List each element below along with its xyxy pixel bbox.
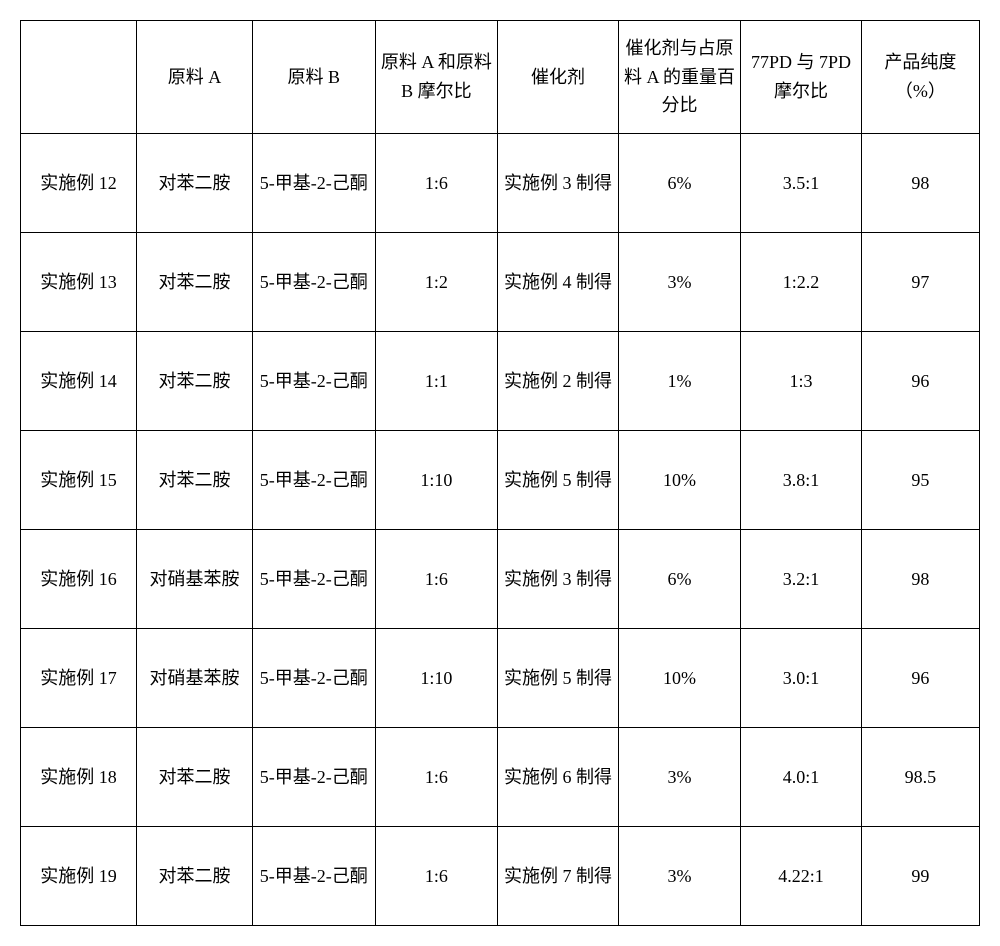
table-cell: 4.22:1: [741, 827, 861, 926]
table-cell: 1:2: [375, 233, 498, 332]
table-cell: 1:6: [375, 827, 498, 926]
table-cell: 97: [861, 233, 979, 332]
col-header-raw-b: 原料 B: [252, 21, 375, 134]
table-row: 实施例 17对硝基苯胺5-甲基-2-己酮1:10实施例 5 制得10%3.0:1…: [21, 629, 980, 728]
table-cell: 实施例 6 制得: [498, 728, 618, 827]
col-header-77pd-ratio: 77PD 与 7PD 摩尔比: [741, 21, 861, 134]
experiment-table: 原料 A 原料 B 原料 A 和原料 B 摩尔比 催化剂 催化剂与占原料 A 的…: [20, 20, 980, 926]
table-cell: 1%: [618, 332, 741, 431]
table-header-row: 原料 A 原料 B 原料 A 和原料 B 摩尔比 催化剂 催化剂与占原料 A 的…: [21, 21, 980, 134]
table-cell: 5-甲基-2-己酮: [252, 827, 375, 926]
table-cell: 实施例 12: [21, 134, 137, 233]
table-cell: 实施例 17: [21, 629, 137, 728]
col-header-molar-ratio: 原料 A 和原料 B 摩尔比: [375, 21, 498, 134]
table-cell: 1:1: [375, 332, 498, 431]
table-cell: 1:10: [375, 431, 498, 530]
table-cell: 5-甲基-2-己酮: [252, 629, 375, 728]
table-cell: 5-甲基-2-己酮: [252, 431, 375, 530]
table-cell: 96: [861, 332, 979, 431]
table-cell: 对苯二胺: [136, 728, 252, 827]
table-cell: 1:3: [741, 332, 861, 431]
table-cell: 10%: [618, 629, 741, 728]
table-cell: 10%: [618, 431, 741, 530]
col-header-blank: [21, 21, 137, 134]
table-cell: 4.0:1: [741, 728, 861, 827]
col-header-catalyst: 催化剂: [498, 21, 618, 134]
table-cell: 98: [861, 530, 979, 629]
table-cell: 3.2:1: [741, 530, 861, 629]
table-cell: 5-甲基-2-己酮: [252, 233, 375, 332]
table-cell: 实施例 14: [21, 332, 137, 431]
table-row: 实施例 14对苯二胺5-甲基-2-己酮1:1实施例 2 制得1%1:396: [21, 332, 980, 431]
table-cell: 1:6: [375, 134, 498, 233]
table-cell: 实施例 2 制得: [498, 332, 618, 431]
table-body: 实施例 12对苯二胺5-甲基-2-己酮1:6实施例 3 制得6%3.5:198实…: [21, 134, 980, 926]
table-cell: 实施例 16: [21, 530, 137, 629]
table-cell: 实施例 13: [21, 233, 137, 332]
table-cell: 5-甲基-2-己酮: [252, 728, 375, 827]
table-cell: 5-甲基-2-己酮: [252, 332, 375, 431]
table-cell: 实施例 7 制得: [498, 827, 618, 926]
table-cell: 95: [861, 431, 979, 530]
table-row: 实施例 16对硝基苯胺5-甲基-2-己酮1:6实施例 3 制得6%3.2:198: [21, 530, 980, 629]
table-cell: 对苯二胺: [136, 233, 252, 332]
table-cell: 1:6: [375, 728, 498, 827]
table-cell: 3.5:1: [741, 134, 861, 233]
table-cell: 3%: [618, 233, 741, 332]
table-row: 实施例 15对苯二胺5-甲基-2-己酮1:10实施例 5 制得10%3.8:19…: [21, 431, 980, 530]
col-header-purity: 产品纯度（%）: [861, 21, 979, 134]
table-cell: 实施例 3 制得: [498, 134, 618, 233]
table-cell: 96: [861, 629, 979, 728]
table-cell: 1:6: [375, 530, 498, 629]
table-cell: 实施例 3 制得: [498, 530, 618, 629]
table-cell: 实施例 4 制得: [498, 233, 618, 332]
table-row: 实施例 18对苯二胺5-甲基-2-己酮1:6实施例 6 制得3%4.0:198.…: [21, 728, 980, 827]
table-cell: 5-甲基-2-己酮: [252, 134, 375, 233]
table-cell: 98.5: [861, 728, 979, 827]
table-cell: 3%: [618, 827, 741, 926]
table-cell: 对苯二胺: [136, 332, 252, 431]
table-row: 实施例 12对苯二胺5-甲基-2-己酮1:6实施例 3 制得6%3.5:198: [21, 134, 980, 233]
table-cell: 实施例 19: [21, 827, 137, 926]
table-cell: 实施例 18: [21, 728, 137, 827]
table-cell: 实施例 5 制得: [498, 431, 618, 530]
table-cell: 对苯二胺: [136, 134, 252, 233]
table-cell: 对苯二胺: [136, 431, 252, 530]
table-cell: 对硝基苯胺: [136, 530, 252, 629]
table-cell: 6%: [618, 134, 741, 233]
table-cell: 3.0:1: [741, 629, 861, 728]
table-row: 实施例 13对苯二胺5-甲基-2-己酮1:2实施例 4 制得3%1:2.297: [21, 233, 980, 332]
table-cell: 3.8:1: [741, 431, 861, 530]
table-cell: 实施例 5 制得: [498, 629, 618, 728]
table-cell: 99: [861, 827, 979, 926]
table-cell: 6%: [618, 530, 741, 629]
table-cell: 实施例 15: [21, 431, 137, 530]
table-cell: 1:2.2: [741, 233, 861, 332]
table-cell: 3%: [618, 728, 741, 827]
table-cell: 对硝基苯胺: [136, 629, 252, 728]
table-cell: 1:10: [375, 629, 498, 728]
col-header-raw-a: 原料 A: [136, 21, 252, 134]
table-row: 实施例 19对苯二胺5-甲基-2-己酮1:6实施例 7 制得3%4.22:199: [21, 827, 980, 926]
col-header-catalyst-wt: 催化剂与占原料 A 的重量百分比: [618, 21, 741, 134]
table-cell: 对苯二胺: [136, 827, 252, 926]
table-cell: 98: [861, 134, 979, 233]
table-cell: 5-甲基-2-己酮: [252, 530, 375, 629]
